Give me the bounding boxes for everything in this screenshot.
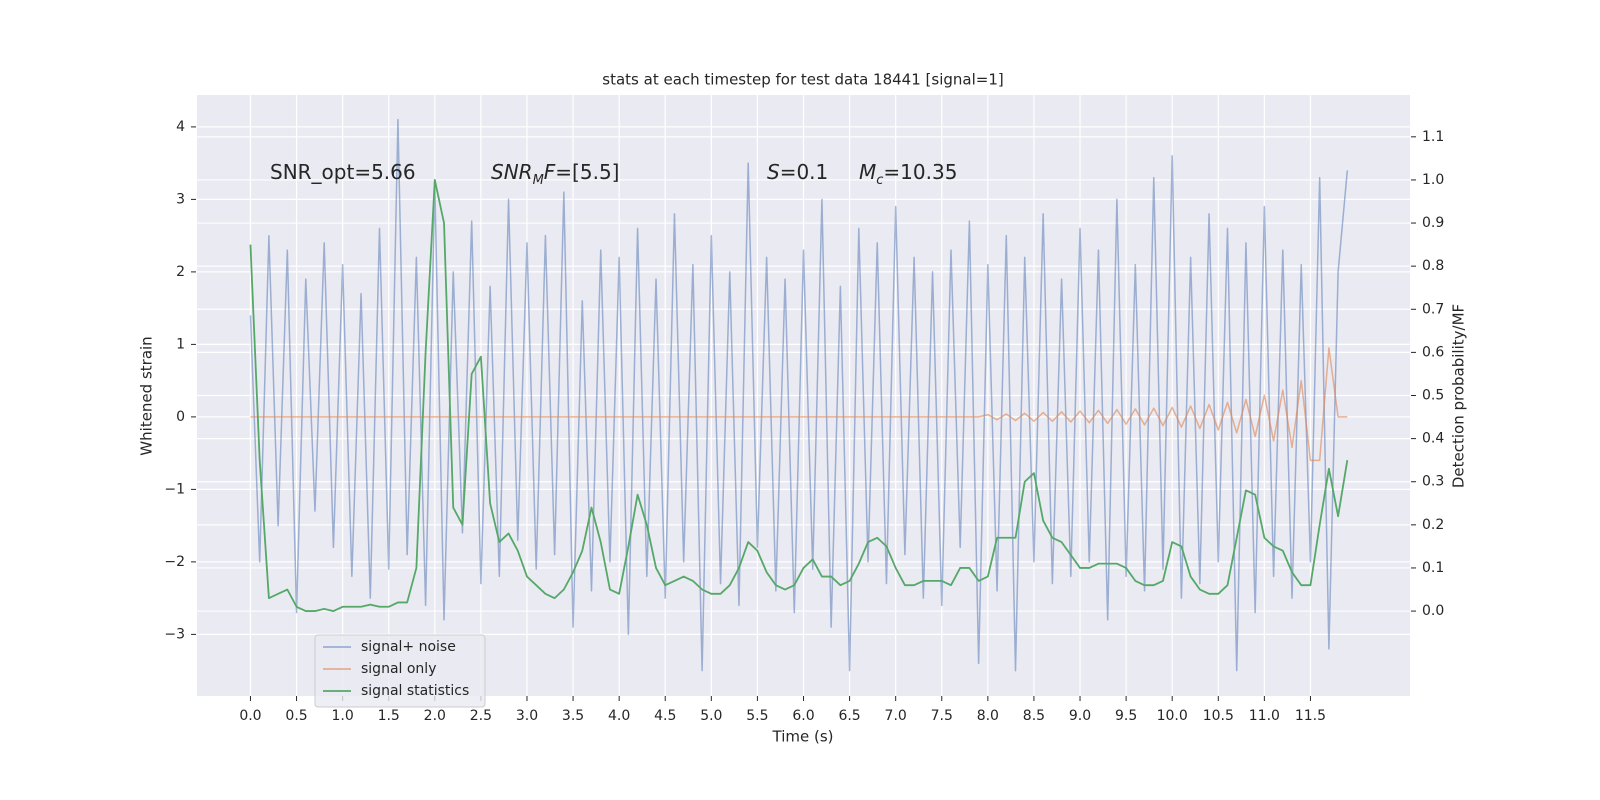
x-tick-label: 10.0 [1157, 708, 1188, 724]
x-tick-label: 5.0 [700, 708, 722, 724]
y-tick-label: 2 [176, 264, 185, 280]
y2-tick-label: 0.9 [1422, 215, 1444, 231]
annotation-part: M [859, 160, 876, 184]
x-tick-label: 7.5 [931, 708, 953, 724]
legend-label: signal statistics [361, 683, 469, 699]
y-tick-label: 4 [176, 119, 185, 135]
y-tick-label: 1 [176, 336, 185, 352]
series-line [249, 118, 1349, 672]
x-tick-label: 11.5 [1295, 708, 1326, 724]
annotation: S=0.1 [767, 160, 828, 184]
annotation-part: SNR [491, 160, 533, 184]
y2-tick-label: 0.3 [1422, 474, 1444, 490]
y-tick-label: −1 [164, 481, 185, 497]
x-tick-label: 6.0 [792, 708, 814, 724]
x-tick-label: 1.0 [332, 708, 354, 724]
x-tick-label: 11.0 [1249, 708, 1280, 724]
x-tick-label: 1.5 [378, 708, 400, 724]
x-axis-label: Time (s) [772, 728, 834, 746]
chart-title: stats at each timestep for test data 184… [602, 71, 1003, 89]
x-tick-label: 6.5 [838, 708, 860, 724]
y-axis-label: Whitened strain [138, 336, 156, 455]
series-line [249, 179, 1349, 612]
x-tick-label: 10.5 [1203, 708, 1234, 724]
x-tick-label: 4.5 [654, 708, 676, 724]
series-line [250, 347, 1348, 462]
x-tick-label: 9.0 [1069, 708, 1091, 724]
legend-label: signal only [361, 661, 436, 677]
x-tick-label: 5.5 [746, 708, 768, 724]
y2-tick-label: 0.0 [1422, 603, 1444, 619]
x-tick-label: 7.0 [885, 708, 907, 724]
x-tick-label: 8.5 [1023, 708, 1045, 724]
x-tick-label: 3.5 [562, 708, 584, 724]
y2-tick-label: 1.1 [1422, 129, 1444, 145]
y2-tick-label: 0.2 [1422, 517, 1444, 533]
y2-tick-label: 0.8 [1422, 258, 1444, 274]
x-tick-label: 2.0 [424, 708, 446, 724]
y2-axis-label: Detection probability/MF [1450, 304, 1468, 488]
y-tick-label: −2 [164, 554, 185, 570]
x-tick-label: 4.0 [608, 708, 630, 724]
x-tick-label: 2.5 [470, 708, 492, 724]
annotation-part: =10.35 [883, 160, 957, 184]
x-tick-label: 9.5 [1115, 708, 1137, 724]
y2-tick-label: 1.0 [1422, 172, 1444, 188]
y-tick-label: 0 [176, 409, 185, 425]
y2-tick-label: 0.6 [1422, 344, 1444, 360]
annotation-part: M [533, 173, 544, 188]
annotation: SNRMF=[5.5] [491, 160, 619, 189]
x-tick-label: 3.0 [516, 708, 538, 724]
y2-tick-label: 0.7 [1422, 301, 1444, 317]
annotation: Mc=10.35 [859, 160, 957, 189]
y2-tick-label: 0.5 [1422, 388, 1444, 404]
legend-label: signal+ noise [361, 639, 456, 655]
x-tick-label: 0.5 [285, 708, 307, 724]
y2-tick-label: 0.4 [1422, 431, 1444, 447]
x-tick-label: 0.0 [239, 708, 261, 724]
annotation-part: =[5.5] [555, 160, 619, 184]
annotation-part: c [876, 173, 883, 188]
annotation: SNR_opt=5.66 [270, 160, 416, 184]
annotation-part: F [544, 160, 556, 184]
annotation-part: =0.1 [780, 160, 829, 184]
y-tick-label: 3 [176, 191, 185, 207]
legend-box [314, 634, 486, 708]
y-tick-label: −3 [164, 626, 185, 642]
x-tick-label: 8.0 [977, 708, 999, 724]
y2-tick-label: 0.1 [1422, 560, 1444, 576]
annotation-part: S [767, 160, 780, 184]
annotation-part: SNR_opt=5.66 [270, 160, 416, 184]
